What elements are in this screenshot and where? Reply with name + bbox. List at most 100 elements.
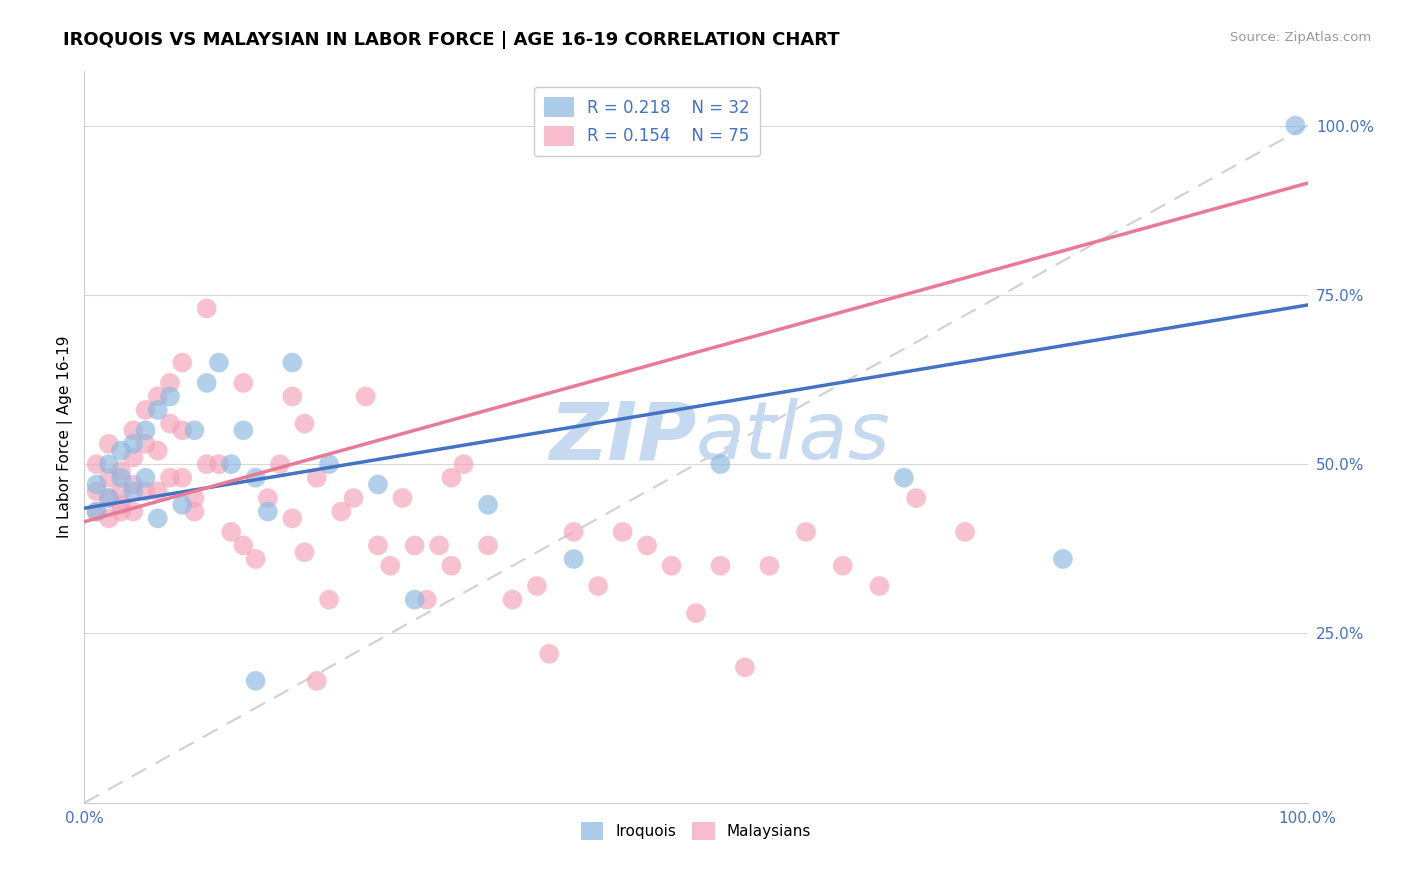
Point: [122, 437, 145, 451]
Point: [86, 477, 108, 491]
Point: [172, 471, 194, 485]
Point: [172, 423, 194, 437]
Point: [159, 417, 181, 431]
Point: [97, 437, 120, 451]
Point: [183, 423, 205, 437]
Point: [122, 484, 145, 499]
Point: [245, 471, 267, 485]
Point: [905, 491, 928, 505]
Point: [219, 524, 242, 539]
Point: [1052, 552, 1074, 566]
Point: [245, 552, 267, 566]
Point: [122, 505, 145, 519]
Point: [391, 491, 413, 505]
Point: [146, 389, 169, 403]
Point: [318, 592, 340, 607]
Text: atlas: atlas: [696, 398, 891, 476]
Point: [538, 647, 561, 661]
Point: [232, 538, 254, 552]
Point: [135, 423, 157, 437]
Point: [195, 301, 218, 316]
Point: [97, 511, 120, 525]
Point: [636, 538, 658, 552]
Point: [380, 558, 402, 573]
Point: [367, 477, 389, 491]
Point: [281, 389, 304, 403]
Point: [404, 592, 426, 607]
Point: [305, 673, 328, 688]
Point: [586, 579, 609, 593]
Point: [97, 471, 120, 485]
Point: [146, 443, 169, 458]
Point: [183, 505, 205, 519]
Point: [318, 457, 340, 471]
Point: [281, 355, 304, 369]
Point: [269, 457, 291, 471]
Point: [172, 498, 194, 512]
Point: [110, 471, 132, 485]
Point: [427, 538, 450, 552]
Point: [440, 558, 463, 573]
Point: [281, 511, 304, 525]
Point: [502, 592, 524, 607]
Point: [110, 464, 132, 478]
Text: Source: ZipAtlas.com: Source: ZipAtlas.com: [1230, 31, 1371, 45]
Point: [183, 491, 205, 505]
Point: [208, 457, 231, 471]
Point: [831, 558, 853, 573]
Point: [893, 471, 915, 485]
Point: [453, 457, 475, 471]
Point: [232, 423, 254, 437]
Point: [416, 592, 439, 607]
Point: [953, 524, 976, 539]
Point: [135, 471, 157, 485]
Legend: Iroquois, Malaysians: Iroquois, Malaysians: [575, 815, 817, 847]
Point: [122, 450, 145, 465]
Point: [135, 403, 157, 417]
Text: IROQUOIS VS MALAYSIAN IN LABOR FORCE | AGE 16-19 CORRELATION CHART: IROQUOIS VS MALAYSIAN IN LABOR FORCE | A…: [63, 31, 839, 49]
Point: [294, 545, 316, 559]
Point: [195, 376, 218, 390]
Point: [86, 505, 108, 519]
Point: [86, 484, 108, 499]
Point: [562, 524, 585, 539]
Point: [245, 673, 267, 688]
Point: [159, 471, 181, 485]
Point: [562, 552, 585, 566]
Point: [612, 524, 634, 539]
Point: [195, 457, 218, 471]
Point: [110, 505, 132, 519]
Point: [685, 606, 707, 620]
Point: [305, 471, 328, 485]
Point: [661, 558, 683, 573]
Point: [122, 477, 145, 491]
Point: [86, 457, 108, 471]
Point: [294, 417, 316, 431]
Point: [526, 579, 548, 593]
Point: [404, 538, 426, 552]
Point: [86, 505, 108, 519]
Point: [110, 498, 132, 512]
Point: [794, 524, 817, 539]
Point: [97, 491, 120, 505]
Point: [135, 484, 157, 499]
Point: [208, 355, 231, 369]
Point: [122, 423, 145, 437]
Point: [354, 389, 377, 403]
Point: [146, 484, 169, 499]
Point: [709, 457, 731, 471]
Point: [367, 538, 389, 552]
Point: [709, 558, 731, 573]
Point: [232, 376, 254, 390]
Point: [330, 505, 353, 519]
Point: [146, 511, 169, 525]
Point: [97, 491, 120, 505]
Point: [172, 355, 194, 369]
Point: [146, 403, 169, 417]
Point: [219, 457, 242, 471]
Point: [159, 376, 181, 390]
Point: [869, 579, 891, 593]
Point: [257, 491, 280, 505]
Point: [159, 389, 181, 403]
Y-axis label: In Labor Force | Age 16-19: In Labor Force | Age 16-19: [58, 335, 73, 539]
